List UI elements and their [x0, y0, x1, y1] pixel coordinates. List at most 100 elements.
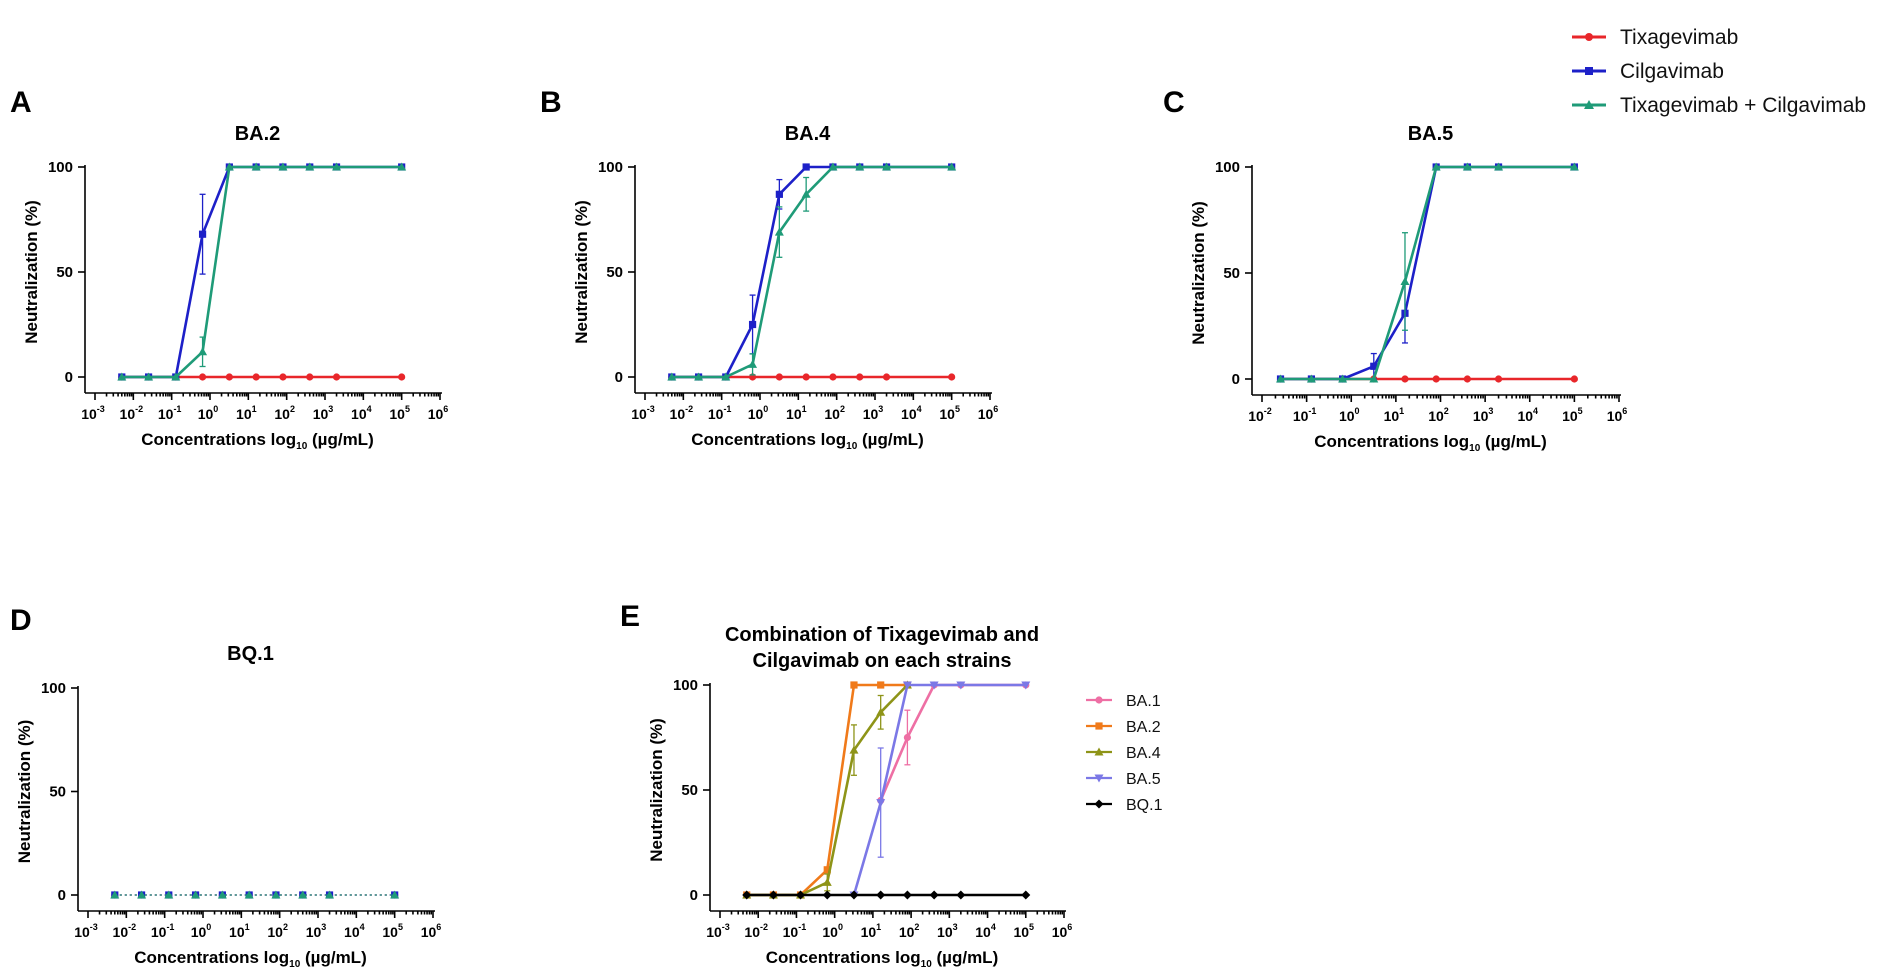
data-point [1338, 374, 1348, 383]
data-point [823, 866, 831, 874]
data-point [849, 745, 859, 754]
x-tick-label: 104 [351, 404, 372, 422]
panel-e-legend-entry: BA.5 [1086, 771, 1161, 788]
data-point [1569, 162, 1579, 171]
x-tick-label: 103 [863, 404, 884, 422]
x-tick-label: 10-1 [708, 404, 732, 422]
y-tick-label: 0 [58, 887, 66, 904]
series-cilgavimab [118, 163, 406, 381]
series-line [121, 165, 402, 379]
x-tick-label: 100 [748, 404, 769, 422]
y-axis-label: Neutralization (%) [15, 720, 34, 864]
data-point [956, 890, 966, 900]
data-point [855, 162, 865, 171]
x-tick-label: 104 [1517, 406, 1538, 424]
data-point [1021, 890, 1031, 900]
y-tick-label: 50 [1223, 265, 1240, 282]
x-axis-label: Concentrations log10 (µg/mL) [141, 430, 373, 452]
data-point [903, 733, 912, 742]
data-point [252, 373, 260, 381]
data-point [876, 707, 886, 716]
series-line [671, 165, 952, 379]
legend-label-combination: Tixagevimab + Cilgavimab [1620, 94, 1866, 117]
legend-marker-cilgavimab [1585, 67, 1593, 75]
x-tick-label: 100 [822, 922, 843, 940]
x-tick-label: 106 [978, 404, 999, 422]
x-tick-label: 103 [306, 922, 327, 940]
data-point [171, 372, 181, 381]
data-point [828, 162, 838, 171]
data-point [849, 890, 859, 900]
x-tick-label: 100 [1339, 406, 1360, 424]
data-point [850, 681, 858, 689]
y-tick-label: 100 [598, 159, 623, 176]
x-tick-label: 100 [191, 922, 212, 940]
x-tick-label: 102 [899, 922, 920, 940]
data-point [278, 162, 288, 171]
main-legend: Tixagevimab Cilgavimab Tixagevimab + Cil… [1572, 26, 1866, 117]
series-cilgavimab [668, 163, 956, 381]
data-point [390, 890, 400, 899]
data-point [117, 372, 127, 381]
data-point [325, 890, 335, 899]
data-point [244, 890, 254, 899]
data-point [929, 681, 939, 690]
data-point [271, 890, 281, 899]
series-ba-5 [849, 681, 1031, 900]
data-point [796, 890, 806, 900]
x-tick-label: 10-2 [120, 404, 144, 422]
data-point [929, 890, 939, 900]
y-tick-label: 50 [49, 784, 66, 801]
legend-entry-tixagevimab: Tixagevimab [1572, 26, 1738, 49]
legend-label: BA.2 [1126, 719, 1161, 736]
panel-title: BA.2 [235, 123, 281, 145]
panel-a: A BA.2 0 50 100 10-3 10-2 10-1 100 101 102 103 104 10… [10, 86, 448, 452]
x-tick-label: 105 [382, 922, 403, 940]
y-tick-label: 50 [56, 264, 73, 281]
x-tick-label: 10-3 [706, 922, 730, 940]
y-axis-label: Neutralization (%) [572, 200, 591, 344]
series-ba-1 [877, 681, 1030, 805]
data-point [397, 162, 407, 171]
data-point [902, 681, 912, 690]
data-point [802, 163, 810, 171]
y-tick-label: 100 [41, 680, 66, 697]
series-tixagevimab-cilgavimab [117, 162, 407, 381]
data-point [217, 890, 227, 899]
data-point [947, 162, 957, 171]
x-tick-label: 10-2 [1248, 406, 1272, 424]
data-point [110, 890, 120, 899]
data-point [1463, 375, 1471, 383]
x-tick-label: 102 [1428, 406, 1449, 424]
x-tick-label: 103 [1473, 406, 1494, 424]
series-tixagevimab-cilgavimab [667, 162, 957, 381]
y-axis-label: Neutralization (%) [1189, 201, 1208, 345]
panel-letter: A [10, 86, 32, 119]
data-point [801, 189, 811, 198]
x-tick-label: 105 [389, 404, 410, 422]
data-point [332, 162, 342, 171]
y-tick-label: 100 [673, 677, 698, 694]
x-axis-label: Concentrations log10 (µg/mL) [766, 948, 998, 970]
data-point [1400, 276, 1410, 285]
legend-marker-tixagevimab [1585, 33, 1593, 41]
data-point [1276, 374, 1286, 383]
panel-e-legend-entry: BA.4 [1086, 745, 1161, 762]
y-tick-label: 50 [681, 782, 698, 799]
data-point [768, 890, 778, 900]
legend-marker [1095, 722, 1103, 730]
data-point [742, 890, 752, 900]
data-point [198, 230, 207, 238]
x-tick-label: 106 [421, 922, 442, 940]
x-tick-label: 10-2 [113, 922, 137, 940]
panel-c: C BA.5 0 50 100 10-2 10-1 100 101 102 103 104 105 106… [1163, 86, 1627, 454]
data-point [694, 372, 704, 381]
panel-letter: B [540, 86, 562, 119]
series-tixagevimab-cilgavimab [1276, 162, 1579, 383]
data-point [198, 347, 208, 356]
y-tick-label: 100 [48, 159, 73, 176]
y-tick-label: 0 [65, 369, 73, 386]
series-line [671, 165, 952, 379]
legend-label: BA.5 [1126, 771, 1161, 788]
panel-title-line: Cilgavimab on each strains [753, 650, 1012, 672]
